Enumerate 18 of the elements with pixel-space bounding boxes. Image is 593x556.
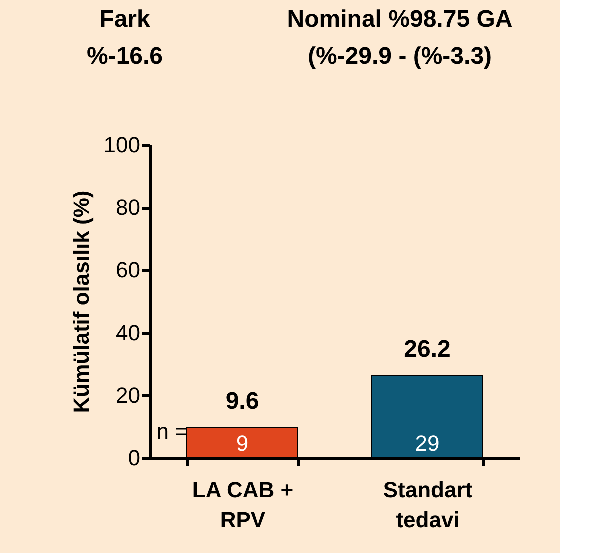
data-label: 9.6: [226, 388, 260, 415]
x-tick-label: LA CAB + RPV: [192, 478, 294, 532]
x-tick-label: Standart tedavi: [383, 478, 474, 532]
y-tick-label: 80: [116, 195, 140, 220]
text: Nominal %98.75 GA: [287, 6, 513, 33]
y-axis-title: Kümülatif olasılık (%): [68, 190, 94, 414]
text: (%-29.9 - (%-3.3): [308, 43, 492, 70]
y-tick-label: 60: [116, 258, 140, 283]
text: %-16.6: [86, 43, 164, 70]
y-tick-label: 40: [116, 320, 140, 346]
y-tick-label: 0: [128, 446, 140, 470]
annotation: n =: [156, 419, 188, 444]
text: Fark: [100, 6, 151, 33]
data-label: 26.2: [404, 336, 451, 363]
annotation: 9: [236, 431, 249, 456]
annotation: 29: [415, 431, 440, 456]
y-tick-label: 100: [104, 132, 140, 158]
y-tick-label: 20: [116, 382, 140, 408]
